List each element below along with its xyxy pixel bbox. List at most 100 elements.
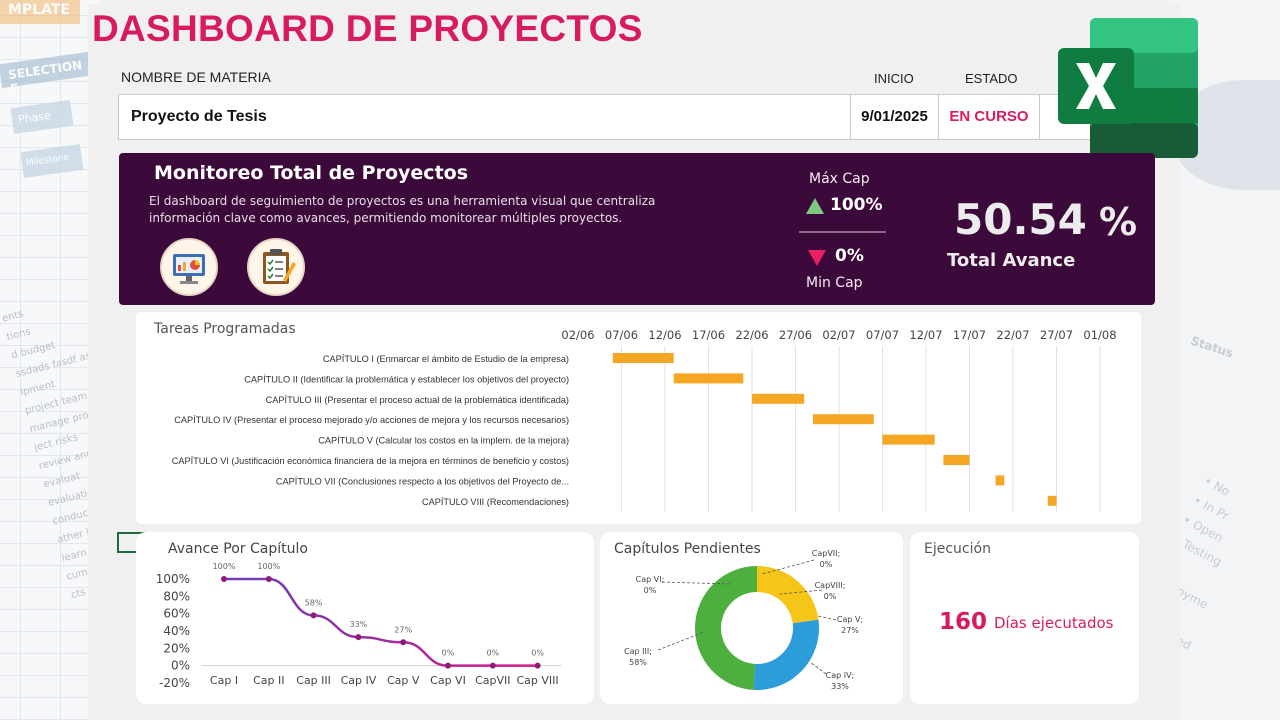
donut-leader-line [817, 615, 837, 621]
x-tick-label: Cap III [296, 674, 331, 687]
gantt-bar [882, 434, 935, 445]
data-point [221, 576, 227, 582]
y-tick-label: 20% [163, 641, 190, 655]
donut-label-line: 0% [824, 592, 837, 601]
banner-description: El dashboard de seguimiento de proyectos… [149, 194, 656, 225]
donut-slice [753, 619, 819, 690]
donut-leader-line [761, 559, 815, 575]
data-point [310, 612, 317, 619]
x-tick-label: Cap VIII [517, 674, 559, 687]
donut-slice-label: CapVIII; 0% [815, 581, 846, 601]
gantt-date-label: 12/06 [648, 328, 681, 342]
data-point [489, 662, 496, 669]
gantt-title: Tareas Programadas [154, 321, 296, 337]
x-tick-label: Cap V [387, 674, 420, 687]
max-cap-label: Máx Cap [809, 171, 870, 187]
start-column-label: INICIO [874, 71, 914, 86]
avance-series-line [224, 577, 538, 667]
gantt-date-label: 27/07 [1040, 328, 1073, 342]
donut-label-line: 58% [629, 658, 647, 667]
gantt-date-label: 17/06 [692, 328, 725, 342]
y-tick-label: 40% [163, 624, 190, 638]
donut-slice-label: CapVII; 0% [812, 549, 840, 569]
data-point [534, 662, 541, 669]
gantt-chart: 02/06 07/06 12/06 17/06 22/06 27/06 02/07 07/07… [172, 328, 1117, 512]
gantt-date-label: 12/07 [909, 328, 942, 342]
y-tick-label: 60% [163, 607, 190, 621]
status-column-label: ESTADO [965, 71, 1018, 86]
banner-title: Monitoreo Total de Proyectos [154, 162, 469, 184]
clipboard-checklist-icon [247, 238, 305, 296]
donut-label-line: CapVIII; [815, 581, 846, 590]
y-tick-label: 80% [163, 589, 190, 603]
data-label: 33% [350, 620, 368, 629]
min-cap-label: Min Cap [806, 275, 863, 291]
excel-logo-icon [1058, 18, 1198, 158]
data-label: 100% [213, 562, 236, 571]
donut-label-line: 33% [831, 682, 849, 691]
data-point [265, 576, 272, 582]
total-progress-unit: % [1099, 200, 1138, 244]
total-progress-label: Total Avance [947, 250, 1076, 271]
donut-leader-line [661, 581, 731, 585]
donut-label-line: Cap V; [837, 615, 863, 624]
data-label: 0% [442, 649, 455, 658]
page-title: DASHBOARD DE PROYECTOS [92, 8, 643, 49]
donut-label-line: 27% [841, 626, 859, 635]
x-tick-label: Cap VI [430, 674, 466, 687]
y-tick-label: 100% [156, 572, 190, 586]
gantt-bar [995, 475, 1005, 486]
donut-slice-label: Cap IV; 33% [826, 671, 855, 691]
data-label: 0% [486, 649, 499, 658]
gantt-date-label: 02/06 [561, 328, 594, 342]
donut-slice-label: Cap V; 27% [837, 615, 863, 635]
ejecucion-title: Ejecución [924, 541, 991, 557]
name-column-label: NOMBRE DE MATERIA [121, 69, 271, 85]
gantt-card: Tareas Programadas 02/06 07/06 12/06 17/06 2… [136, 312, 1141, 524]
min-cap-value: 0% [835, 246, 864, 266]
gantt-bar [752, 393, 805, 404]
gantt-task-label: CAPÍTULO VII (Conclusiones respecto a lo… [276, 476, 569, 486]
ejecucion-card: Ejecución 160 Días ejecutados [910, 532, 1139, 704]
data-label: 27% [394, 625, 412, 634]
gantt-task-label: CAPÍTULO III (Presentar el proceso actua… [266, 395, 569, 405]
donut-slice-label: Cap III; 58% [624, 647, 652, 667]
gantt-date-label: 01/08 [1083, 328, 1116, 342]
avance-card: Avance Por Capítulo 100% 80% 60% 40% 20% 0% -2… [136, 532, 594, 704]
gantt-task-label: CAPÍTULO V (Calcular los costos en la im… [318, 436, 569, 446]
monitor-chart-icon [160, 238, 218, 296]
x-tick-label: Cap II [253, 674, 284, 687]
down-triangle-icon [808, 250, 826, 266]
gantt-task-label: CAPÍTULO I (Enmarcar el ámbito de Estudi… [323, 354, 569, 364]
gantt-task-label: CAPÍTULO VI (Justificación económica fin… [172, 456, 569, 466]
donut-slice [695, 566, 757, 690]
up-triangle-icon [806, 198, 824, 214]
gantt-date-label: 17/07 [953, 328, 986, 342]
avance-line-chart: 100% 80% 60% 40% 20% 0% -20% 100% Cap I 100% Cap I… [156, 562, 561, 690]
pendientes-card: Capítulos Pendientes CapVII; 0% CapVIII; 0%… [600, 532, 903, 704]
gantt-task-label: CAPÍTULO II (Identificar la problemática… [244, 374, 569, 384]
x-tick-label: Cap I [210, 674, 238, 687]
gantt-bar [943, 455, 970, 465]
status-cell[interactable]: EN CURSO [939, 95, 1040, 139]
project-name-cell[interactable]: Proyecto de Tesis [119, 95, 851, 139]
donut-leader-line [657, 631, 705, 651]
x-tick-label: CapVII [475, 674, 510, 687]
divider [799, 231, 886, 233]
data-label: 58% [305, 598, 323, 607]
data-point [400, 639, 407, 646]
data-label: 100% [257, 562, 280, 571]
gantt-bar [812, 414, 874, 425]
x-tick-label: Cap IV [341, 674, 377, 687]
gantt-date-label: 02/07 [822, 328, 855, 342]
donut-label-line: 0% [820, 560, 833, 569]
donut-label-line: CapVII; [812, 549, 840, 558]
gantt-bar [673, 373, 744, 384]
days-executed-label: Días ejecutados [994, 614, 1114, 632]
gantt-task-label: CAPÍTULO IV (Presentar el proceso mejora… [174, 415, 569, 425]
gantt-task-label: CAPÍTULO VIII (Recomendaciones) [422, 497, 569, 507]
pendientes-title: Capítulos Pendientes [614, 541, 761, 557]
pendientes-donut-chart: CapVII; 0% CapVIII; 0% Cap V; 27% Cap IV; 33% Ca… [624, 549, 863, 691]
start-date-cell[interactable]: 9/01/2025 [851, 95, 939, 139]
donut-label-line: Cap III; [624, 647, 652, 656]
